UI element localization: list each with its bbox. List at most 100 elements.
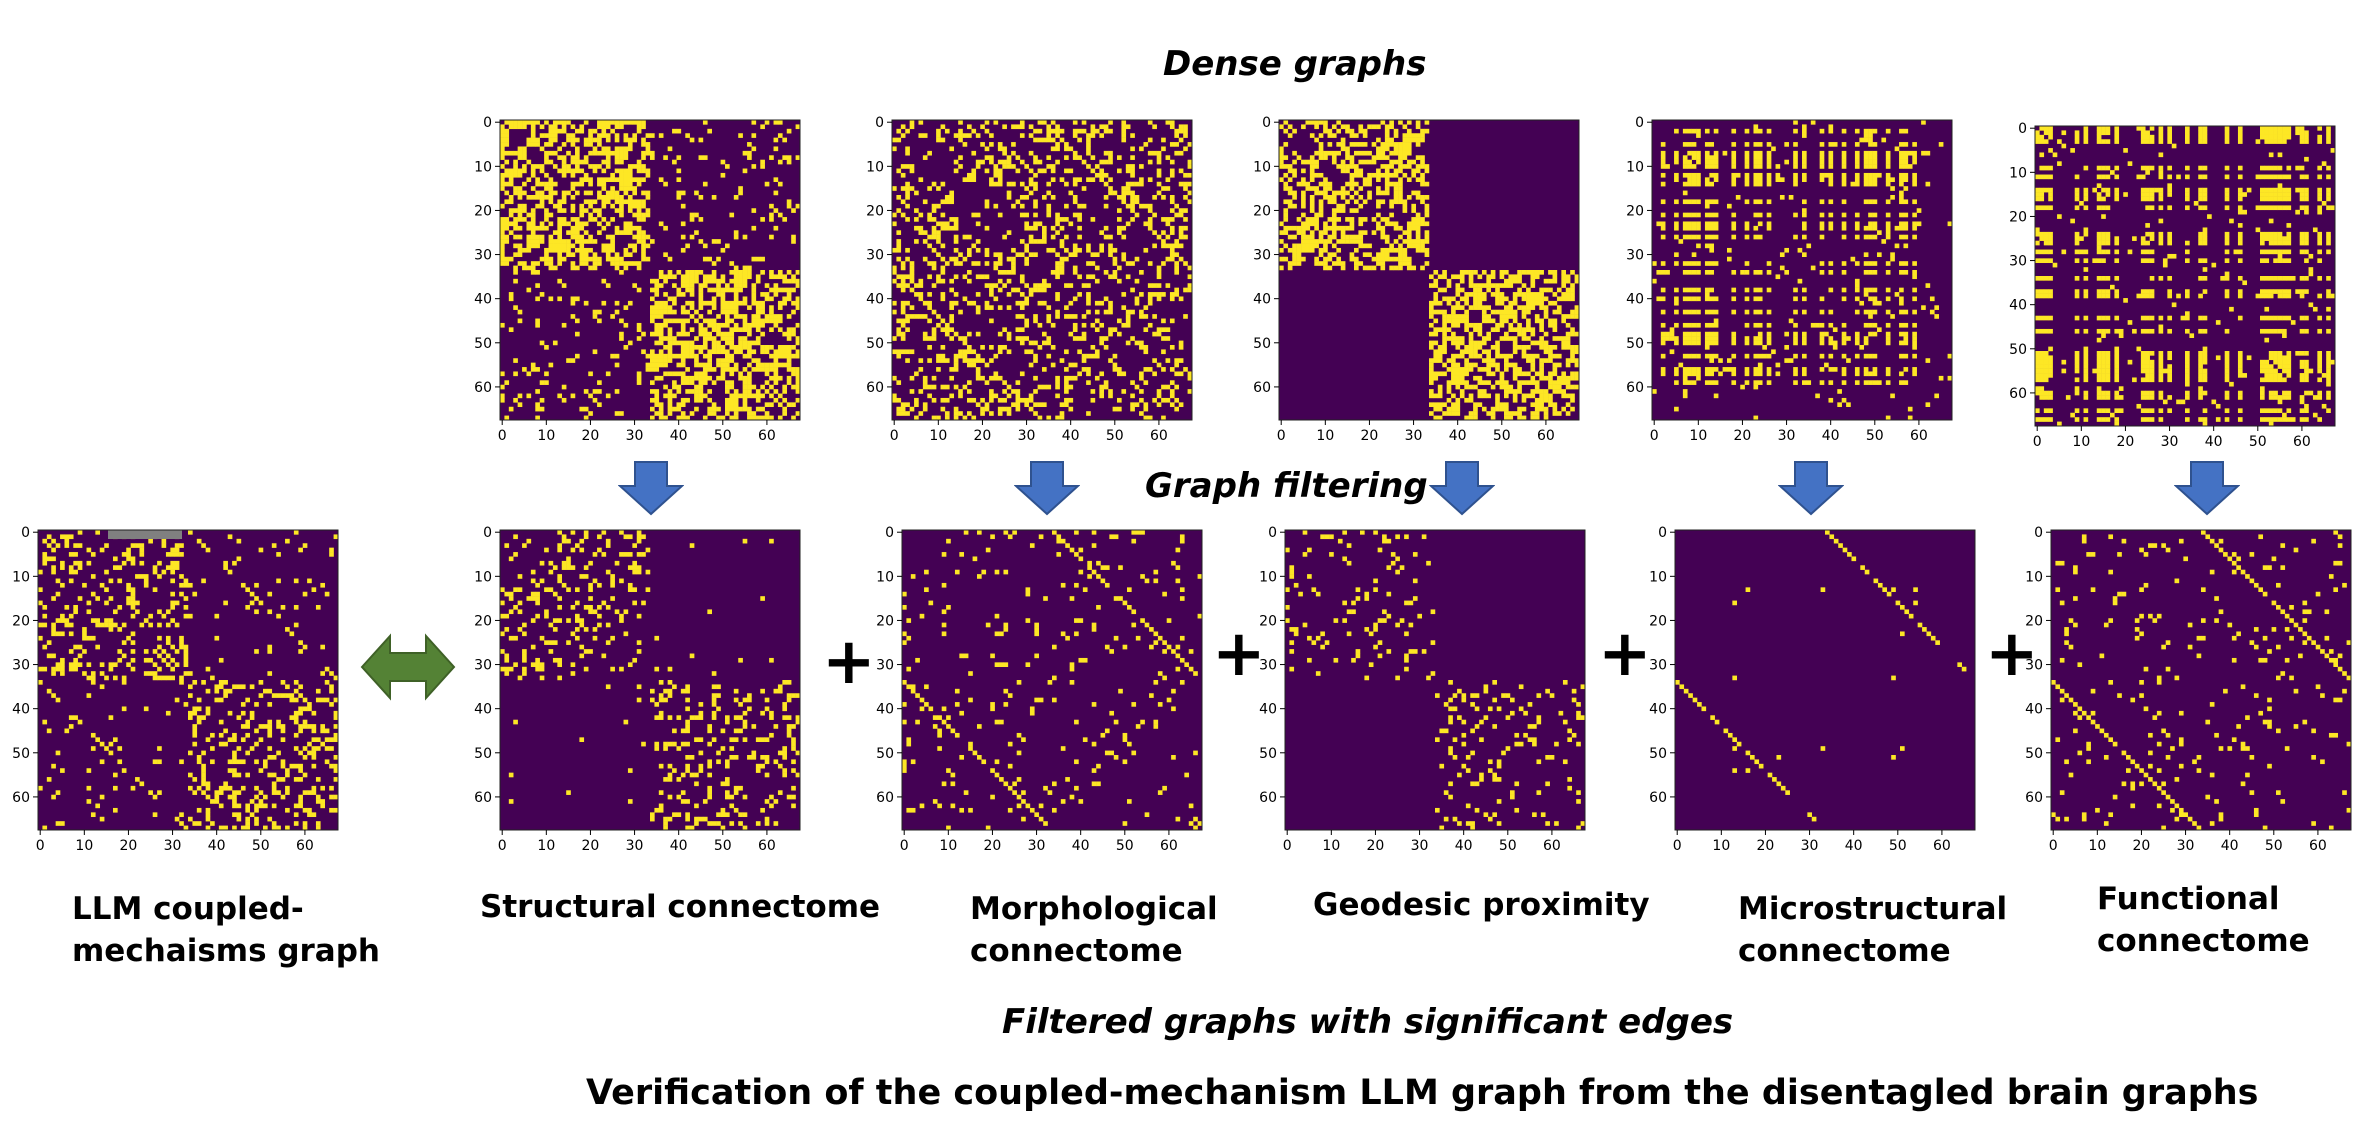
heatmap-cell [1415, 133, 1421, 138]
y-tick-label: 20 [866, 203, 884, 219]
heatmap-cell [627, 186, 633, 191]
heatmap-cell [1468, 274, 1474, 280]
heatmap-cell [1090, 397, 1096, 403]
heatmap-cell [1552, 353, 1558, 359]
heatmap-cell [1161, 397, 1166, 403]
heatmap-cell [1130, 309, 1135, 315]
heatmap-cell [1112, 190, 1118, 196]
heatmap-cell [1468, 349, 1474, 355]
heatmap-cell [2224, 130, 2230, 136]
heatmap-cell [1744, 225, 1750, 231]
heatmap-cell [1393, 150, 1399, 156]
heatmap-cell [1393, 190, 1399, 196]
heatmap-cell [1446, 380, 1452, 385]
heatmap-cell [1389, 150, 1394, 156]
heatmap-cell [2224, 174, 2230, 180]
heatmap-cell [1731, 331, 1737, 337]
heatmap-cell [1139, 397, 1144, 403]
heatmap-cell [1028, 349, 1034, 355]
heatmap-cell [918, 367, 924, 372]
heatmap-cell [1362, 230, 1368, 235]
heatmap-cell [1691, 336, 1697, 341]
heatmap-cell [1169, 345, 1175, 350]
heatmap-cell [1349, 133, 1355, 138]
heatmap-cell [1556, 362, 1562, 368]
heatmap-cell [539, 292, 545, 297]
heatmap-cell [1854, 142, 1860, 147]
heatmap-cell [777, 270, 783, 275]
heatmap-cell [1652, 261, 1657, 266]
heatmap-cell [967, 172, 972, 178]
heatmap-cell [1841, 159, 1847, 165]
heatmap-cell [1024, 318, 1030, 324]
heatmap-cell [1907, 150, 1913, 156]
heatmap-cell [1349, 128, 1355, 134]
heatmap-cell [1028, 362, 1034, 368]
heatmap-cell [1899, 155, 1904, 160]
heatmap-cell [1033, 225, 1038, 231]
heatmap-cell [2282, 139, 2287, 144]
heatmap-cell [694, 406, 699, 412]
heatmap-cell [1885, 225, 1891, 231]
heatmap-cell [1327, 199, 1333, 205]
heatmap-cell [1433, 353, 1439, 359]
heatmap-cell [1713, 155, 1719, 160]
heatmap-cell [773, 292, 779, 297]
heatmap-cell [1490, 384, 1496, 390]
heatmap-cell [1872, 371, 1878, 377]
heatmap-cell [698, 292, 704, 297]
heatmap-cell [2074, 134, 2080, 140]
heatmap-cell [1885, 287, 1891, 293]
heatmap-cell [1139, 309, 1144, 315]
heatmap-cell [592, 150, 598, 156]
heatmap-cell [636, 199, 642, 205]
heatmap-cell [949, 256, 955, 262]
heatmap-cell [1340, 159, 1346, 165]
heatmap-cell [1429, 345, 1434, 350]
heatmap-cell [720, 362, 726, 368]
heatmap-cell [2140, 130, 2146, 136]
heatmap-cell [1429, 305, 1434, 310]
heatmap-cell [1696, 336, 1701, 341]
heatmap-cell [1903, 322, 1909, 328]
heatmap-cell [1464, 349, 1469, 355]
heatmap-cell [1292, 195, 1297, 200]
heatmap-cell [605, 247, 611, 253]
heatmap-cell [1415, 124, 1421, 130]
heatmap-cell [1682, 375, 1688, 381]
heatmap-cell [967, 389, 972, 394]
heatmap-cell [1517, 292, 1522, 297]
heatmap-cell [557, 168, 563, 174]
heatmap-cell [1108, 309, 1113, 315]
heatmap-cell [773, 190, 779, 196]
heatmap-cell [777, 314, 783, 319]
heatmap-cell [1042, 278, 1047, 284]
heatmap-cell [1508, 309, 1514, 315]
heatmap-cell [967, 380, 972, 385]
heatmap-cell [2149, 165, 2155, 171]
heatmap-cell [905, 256, 910, 262]
heatmap-cell [1393, 256, 1399, 262]
heatmap-cell [1323, 186, 1328, 191]
heatmap-cell [1481, 389, 1487, 394]
heatmap-cell [1099, 300, 1105, 306]
heatmap-cell [795, 155, 801, 160]
heatmap-cell [1499, 402, 1505, 408]
heatmap-cell [1006, 411, 1012, 416]
heatmap-cell [1019, 278, 1025, 284]
heatmap-cell [1305, 186, 1311, 191]
heatmap-cell [1183, 208, 1188, 213]
heatmap-cell [755, 362, 761, 368]
heatmap-cell [680, 358, 686, 363]
heatmap-cell [1753, 155, 1759, 160]
heatmap-cell [1841, 296, 1847, 302]
heatmap-cell [588, 190, 593, 196]
heatmap-cell [1117, 367, 1122, 372]
heatmap-cell [1090, 261, 1096, 266]
heatmap-cell [795, 270, 801, 275]
heatmap-cell [997, 278, 1003, 284]
heatmap-cell [1570, 349, 1575, 355]
heatmap-cell [896, 195, 902, 200]
heatmap-cell [1183, 195, 1188, 200]
heatmap-cell [513, 305, 518, 310]
